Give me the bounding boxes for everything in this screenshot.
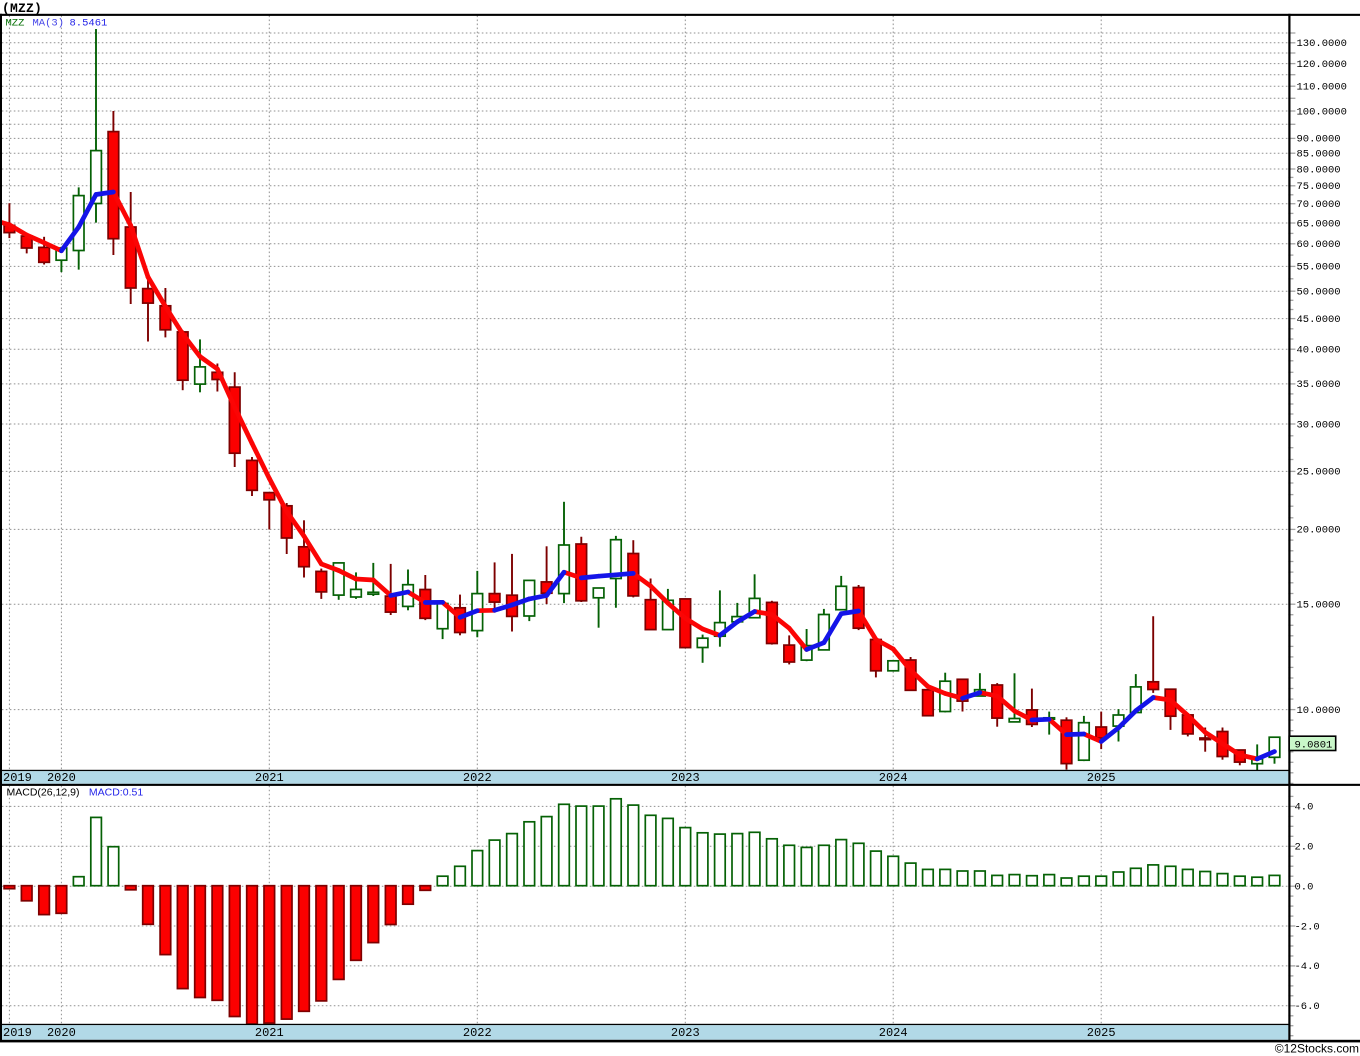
svg-text:2021: 2021 <box>255 1026 284 1040</box>
svg-text:75.0000: 75.0000 <box>1297 181 1341 193</box>
svg-text:30.0000: 30.0000 <box>1297 419 1341 431</box>
svg-text:-6.0: -6.0 <box>1295 1001 1320 1013</box>
svg-text:8.5461: 8.5461 <box>70 17 108 29</box>
svg-text:55.0000: 55.0000 <box>1297 262 1341 274</box>
svg-text:-2.0: -2.0 <box>1295 921 1320 933</box>
svg-text:2024: 2024 <box>879 1026 908 1040</box>
svg-text:20.0000: 20.0000 <box>1297 525 1341 537</box>
svg-text:2025: 2025 <box>1087 1026 1116 1040</box>
svg-text:2019: 2019 <box>3 1026 32 1040</box>
svg-text:110.0000: 110.0000 <box>1297 82 1347 94</box>
svg-text:120.0000: 120.0000 <box>1297 59 1347 71</box>
svg-text:9.0801: 9.0801 <box>1295 739 1333 751</box>
svg-text:MZZ: MZZ <box>6 17 25 29</box>
svg-text:45.0000: 45.0000 <box>1297 314 1341 326</box>
svg-text:130.0000: 130.0000 <box>1297 38 1347 50</box>
svg-text:90.0000: 90.0000 <box>1297 134 1341 146</box>
svg-text:10.0000: 10.0000 <box>1297 705 1341 717</box>
svg-text:80.0000: 80.0000 <box>1297 164 1341 176</box>
svg-text:2.0: 2.0 <box>1295 842 1314 854</box>
svg-text:2020: 2020 <box>47 1026 76 1040</box>
svg-text:0.0: 0.0 <box>1295 882 1314 894</box>
svg-text:85.0000: 85.0000 <box>1297 149 1341 161</box>
svg-text:2024: 2024 <box>879 771 908 785</box>
svg-text:60.0000: 60.0000 <box>1297 239 1341 251</box>
svg-text:2021: 2021 <box>255 771 284 785</box>
svg-text:2025: 2025 <box>1087 771 1116 785</box>
svg-text:50.0000: 50.0000 <box>1297 287 1341 299</box>
svg-text:70.0000: 70.0000 <box>1297 199 1341 211</box>
svg-text:35.0000: 35.0000 <box>1297 379 1341 391</box>
svg-text:25.0000: 25.0000 <box>1297 467 1341 479</box>
svg-text:15.0000: 15.0000 <box>1297 600 1341 612</box>
svg-text:2019: 2019 <box>3 771 32 785</box>
svg-text:MACD:0.51: MACD:0.51 <box>89 786 143 798</box>
svg-text:2023: 2023 <box>671 1026 700 1040</box>
svg-text:40.0000: 40.0000 <box>1297 345 1341 357</box>
svg-text:2020: 2020 <box>47 771 76 785</box>
svg-text:(MZZ): (MZZ) <box>2 1 42 16</box>
svg-text:65.0000: 65.0000 <box>1297 218 1341 230</box>
svg-text:100.0000: 100.0000 <box>1297 106 1347 118</box>
svg-text:2022: 2022 <box>463 1026 492 1040</box>
svg-text:MACD(26,12,9): MACD(26,12,9) <box>7 786 80 798</box>
svg-text:-4.0: -4.0 <box>1295 961 1320 973</box>
svg-text:MA(3): MA(3) <box>33 17 65 29</box>
svg-text:4.0: 4.0 <box>1295 802 1314 814</box>
svg-text:©12Stocks.com: ©12Stocks.com <box>1275 1042 1359 1056</box>
svg-text:2022: 2022 <box>463 771 492 785</box>
svg-text:2023: 2023 <box>671 771 700 785</box>
